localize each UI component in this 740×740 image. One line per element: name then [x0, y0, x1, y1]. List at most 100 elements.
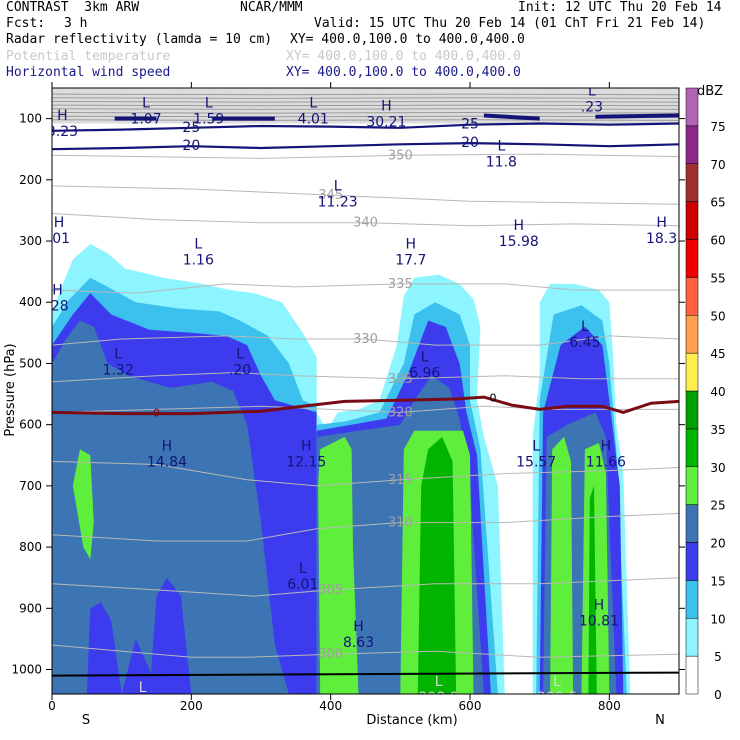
extremum-h-marker: H: [594, 598, 605, 614]
theta-contour-325: [52, 372, 679, 383]
colorbar-swatch: [685, 239, 699, 278]
extremum-value: .28: [46, 298, 68, 314]
extremum-h-marker: H: [601, 438, 612, 454]
colorbar-label: 10: [710, 612, 725, 626]
x-end-label-north: N: [655, 713, 665, 728]
org-label: NCAR/MMM: [240, 0, 303, 15]
y-tick-label: 200: [19, 173, 42, 187]
field-reflectivity-xy: XY= 400.0,100.0 to 400.0,400.0: [290, 32, 525, 47]
theta-label-325: 325: [388, 372, 413, 387]
extremum-value: 1.07: [130, 112, 161, 128]
extremum-value: .20: [229, 363, 251, 379]
cell-west-15dbz-foot2: [121, 638, 157, 694]
extremum-value: 6.01: [287, 577, 318, 593]
wind-label-25: 25: [461, 117, 479, 133]
theta-strat-line: [52, 108, 679, 110]
colorbar-swatch: [685, 163, 699, 202]
colorbar-swatch: [685, 655, 699, 695]
extremum-l-marker: L: [588, 83, 596, 99]
extremum-h-marker: H: [656, 215, 667, 231]
model-title: CONTRAST 3km ARW: [6, 0, 140, 15]
colorbar-label: 45: [710, 347, 725, 361]
colorbar-swatch: [685, 125, 699, 164]
fcst-value: 3 h: [64, 16, 88, 31]
extremum-value: 14.84: [147, 454, 187, 470]
extremum-value: 4.01: [298, 112, 329, 128]
extremum-l-marker: L: [205, 96, 213, 112]
freezing-level-label: 0: [489, 392, 496, 405]
extremum-l-marker: L: [309, 96, 317, 112]
colorbar-label: 0: [714, 688, 722, 702]
colorbar: 0 5 10 15 20 25 30 35 40 45 50 55 60 65 70 75: [685, 87, 726, 702]
colorbar-swatch: [685, 542, 699, 581]
x-tick-label: 200: [180, 699, 203, 713]
theta-strat-line: [52, 115, 679, 118]
theta-contour-345: [52, 185, 679, 205]
extremum-h-marker: H: [514, 218, 525, 234]
colorbar-swatch: [685, 618, 699, 657]
y-tick-label: 400: [19, 295, 42, 309]
extremum-value: 17.7: [395, 252, 426, 268]
colorbar-label: 50: [710, 309, 725, 323]
extremum-l-marker: L: [497, 139, 505, 155]
extremum-value: 11.23: [318, 194, 358, 210]
y-tick-label: 1000: [11, 663, 42, 677]
wind-contour-20: [52, 141, 679, 151]
y-tick-label: 700: [19, 479, 42, 493]
extremum-value: 3.23: [47, 124, 78, 140]
extremum-value: 298.9: [419, 690, 459, 706]
extremum-l-marker: L: [194, 236, 202, 252]
extremum-value: 12.15: [286, 454, 326, 470]
theta-strat-line: [52, 97, 679, 99]
theta-strat-line: [52, 111, 679, 114]
theta-label-320: 320: [388, 405, 413, 420]
extremum-l-marker: L: [139, 680, 147, 696]
theta-contour-315: [52, 460, 679, 487]
x-tick-label: 400: [319, 699, 342, 713]
extremum-value: 1.32: [103, 363, 134, 379]
colorbar-swatch: [685, 390, 699, 430]
y-tick-label: 900: [19, 601, 42, 615]
x-tick-label: 800: [598, 699, 621, 713]
cell-west-15dbz-foot3: [149, 577, 192, 694]
extremum-l-marker: L: [421, 350, 429, 366]
extremum-l-marker: L: [435, 674, 443, 690]
extremum-value: 298.5: [537, 690, 577, 706]
extremum-h-marker: H: [54, 215, 65, 231]
extremum-value: .23: [581, 99, 603, 115]
colorbar-label: 55: [710, 271, 725, 285]
extremum-value: 11.8: [486, 155, 517, 171]
freezing-level-line: [52, 395, 679, 416]
extremum-l-marker: L: [142, 96, 150, 112]
extremum-value: 1.59: [193, 112, 224, 128]
extremum-value: 6.45: [569, 335, 600, 351]
extremum-l-marker: L: [581, 319, 589, 335]
extremum-l-marker: L: [532, 438, 540, 454]
extremum-h-marker: H: [57, 108, 68, 124]
cell-east-25dbz-a: [550, 436, 574, 694]
theta-label-350: 350: [388, 148, 413, 163]
theta-label-330: 330: [353, 332, 378, 347]
ground-line: [52, 671, 679, 677]
field-wind-xy: XY= 400.0,100.0 to 400.0,400.0: [286, 65, 521, 80]
extremum-value: 18.3: [646, 231, 677, 247]
extremum-h-marker: H: [162, 438, 173, 454]
freezing-level-label: 0: [153, 406, 160, 419]
x-axis-label: Distance (km): [366, 713, 457, 728]
extremum-l-marker: L: [114, 347, 122, 363]
extremum-l-marker: L: [553, 674, 561, 690]
theta-strat-line: [52, 93, 679, 96]
theta-label-300: 300: [318, 647, 343, 662]
wind-label-25: 25: [182, 120, 200, 136]
extremum-value: 11.66: [586, 454, 626, 470]
colorbar-swatch: [685, 201, 699, 240]
colorbar-label: 35: [710, 423, 725, 437]
y-tick-label: 100: [19, 112, 42, 126]
wind-label-20: 20: [182, 138, 200, 154]
extrema-labels: L1.07L1.59L4.01H30.21L.23H3.23L11.8L11.2…: [46, 83, 677, 706]
valid-time: Valid: 15 UTC Thu 20 Feb 14 (01 ChT Fri …: [314, 16, 706, 31]
colorbar-swatch: [685, 580, 699, 619]
cell-west-25dbz-core: [72, 449, 94, 560]
extremum-value: 6.96: [409, 366, 440, 382]
